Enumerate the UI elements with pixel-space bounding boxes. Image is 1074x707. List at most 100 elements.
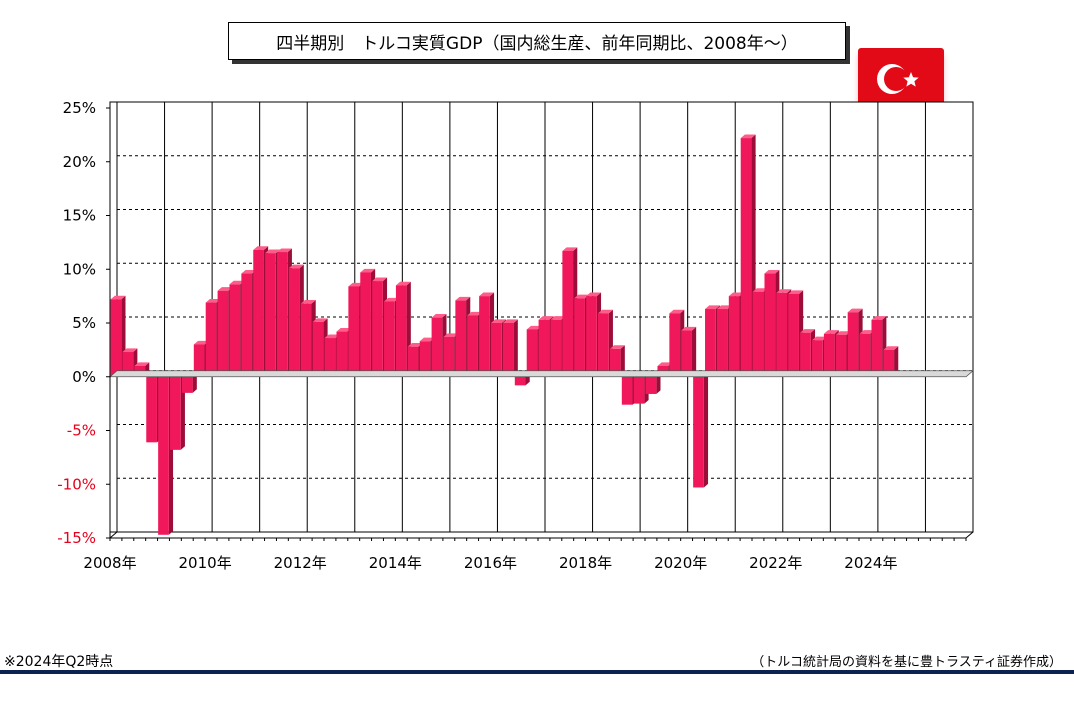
bar-face: [181, 376, 193, 393]
bar-top: [871, 316, 887, 320]
bar-face: [324, 338, 336, 377]
bar: [502, 319, 518, 377]
bar-side: [192, 373, 197, 393]
bar-top: [681, 326, 697, 331]
bar-top: [122, 348, 138, 353]
bar-side: [513, 319, 518, 377]
bar-top: [372, 277, 388, 282]
bar-face: [419, 341, 431, 377]
bar-face: [538, 319, 550, 377]
y-tick-label: -15%: [57, 529, 96, 547]
y-tick-label: 5%: [72, 314, 96, 332]
bar-face: [467, 315, 478, 377]
bar-top: [265, 249, 281, 254]
bar-top: [788, 290, 804, 294]
bar-face: [170, 376, 181, 450]
bar-top: [705, 305, 720, 310]
y-tick-label: 0%: [72, 368, 96, 386]
bar-face: [740, 138, 752, 377]
bar-face: [526, 329, 538, 377]
bar-face: [550, 319, 562, 377]
bar-top: [241, 269, 257, 274]
bar-top: [300, 300, 316, 304]
bar-top: [312, 318, 328, 322]
bar-top: [324, 334, 340, 339]
bar-face: [574, 298, 585, 377]
bar-face: [277, 252, 288, 377]
bar-top: [384, 297, 399, 302]
bar-face: [728, 296, 740, 377]
bar-face: [812, 340, 823, 377]
x-axis-labels: 2008年 2010年 2012年 2014年 2016年 2018年 2020年 2022年…: [83, 554, 897, 572]
y-tick-label: -5%: [67, 422, 96, 440]
bar-top: [800, 329, 816, 333]
bar-face: [372, 281, 383, 377]
bar-face: [586, 296, 597, 377]
bar-top: [835, 331, 851, 335]
gdp-bar-chart: 25%20%15%10%5%0%-5%-10%-15% 2008年 2010年 20…: [57, 99, 975, 572]
bar-face: [312, 321, 324, 377]
x-tick-label: 2010年: [179, 554, 232, 572]
bar-face: [193, 344, 205, 377]
footer-divider: [0, 670, 1074, 674]
bar-top: [526, 325, 542, 330]
bar-face: [407, 346, 419, 377]
zero-plane: [108, 370, 975, 378]
bar-face: [443, 336, 455, 377]
bar-top: [431, 314, 447, 318]
bar-top: [455, 296, 471, 301]
bar-top: [823, 330, 839, 334]
bar-top: [609, 345, 625, 349]
bar-face: [800, 332, 811, 377]
bar-top: [598, 309, 613, 314]
bar-top: [395, 281, 411, 286]
bar-top: [205, 298, 221, 303]
y-tick-label: 10%: [63, 260, 96, 278]
bar: [609, 345, 625, 377]
bar-face: [705, 309, 716, 377]
bar-face: [871, 319, 883, 377]
bar-face: [883, 349, 895, 377]
bar-face: [764, 273, 776, 377]
bar-top: [502, 319, 518, 323]
bar-face: [158, 376, 169, 535]
bar-face: [110, 299, 122, 377]
bar-top: [348, 282, 364, 287]
bar-top: [764, 269, 780, 274]
bar-top: [657, 362, 673, 366]
y-tick-label: 20%: [63, 153, 96, 171]
bar-face: [823, 333, 835, 377]
bar: [681, 326, 697, 377]
bar-top: [360, 268, 376, 273]
bar-face: [300, 303, 312, 377]
bar-face: [253, 249, 264, 377]
y-tick-label: 25%: [63, 99, 96, 117]
bar-top: [716, 305, 732, 310]
bar-face: [514, 376, 526, 386]
bar-top: [253, 246, 269, 250]
x-tick-label: 2008年: [83, 554, 136, 572]
bar-face: [288, 268, 300, 377]
bar-side: [691, 326, 697, 377]
bar-face: [491, 323, 502, 377]
bar-face: [847, 312, 859, 377]
bar-top: [491, 319, 506, 323]
turkey-flag-icon: [858, 48, 944, 110]
chart-axes: [106, 107, 975, 541]
bar-face: [217, 290, 229, 377]
bar: [871, 316, 887, 377]
chart-bars: [110, 134, 899, 535]
bar-top: [550, 316, 566, 320]
bar-top: [586, 292, 602, 297]
bar-face: [645, 376, 657, 394]
bar-top: [562, 247, 578, 251]
x-tick-label: 2024年: [844, 554, 897, 572]
bar-top: [574, 294, 590, 299]
bar-top: [859, 330, 875, 334]
bar-face: [502, 323, 514, 377]
y-tick-label: 15%: [63, 207, 96, 225]
bar-face: [205, 302, 217, 377]
bar-top: [669, 309, 685, 314]
x-tick-label: 2016年: [464, 554, 517, 572]
bar-face: [752, 291, 764, 377]
